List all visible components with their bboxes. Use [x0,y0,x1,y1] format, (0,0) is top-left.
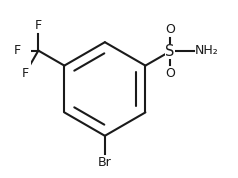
Text: NH₂: NH₂ [195,44,218,57]
Text: F: F [35,19,42,32]
Text: O: O [165,23,175,36]
Text: O: O [165,67,175,80]
Text: Br: Br [98,156,112,169]
Text: F: F [14,44,21,57]
Text: S: S [165,44,174,59]
Text: F: F [22,67,29,80]
